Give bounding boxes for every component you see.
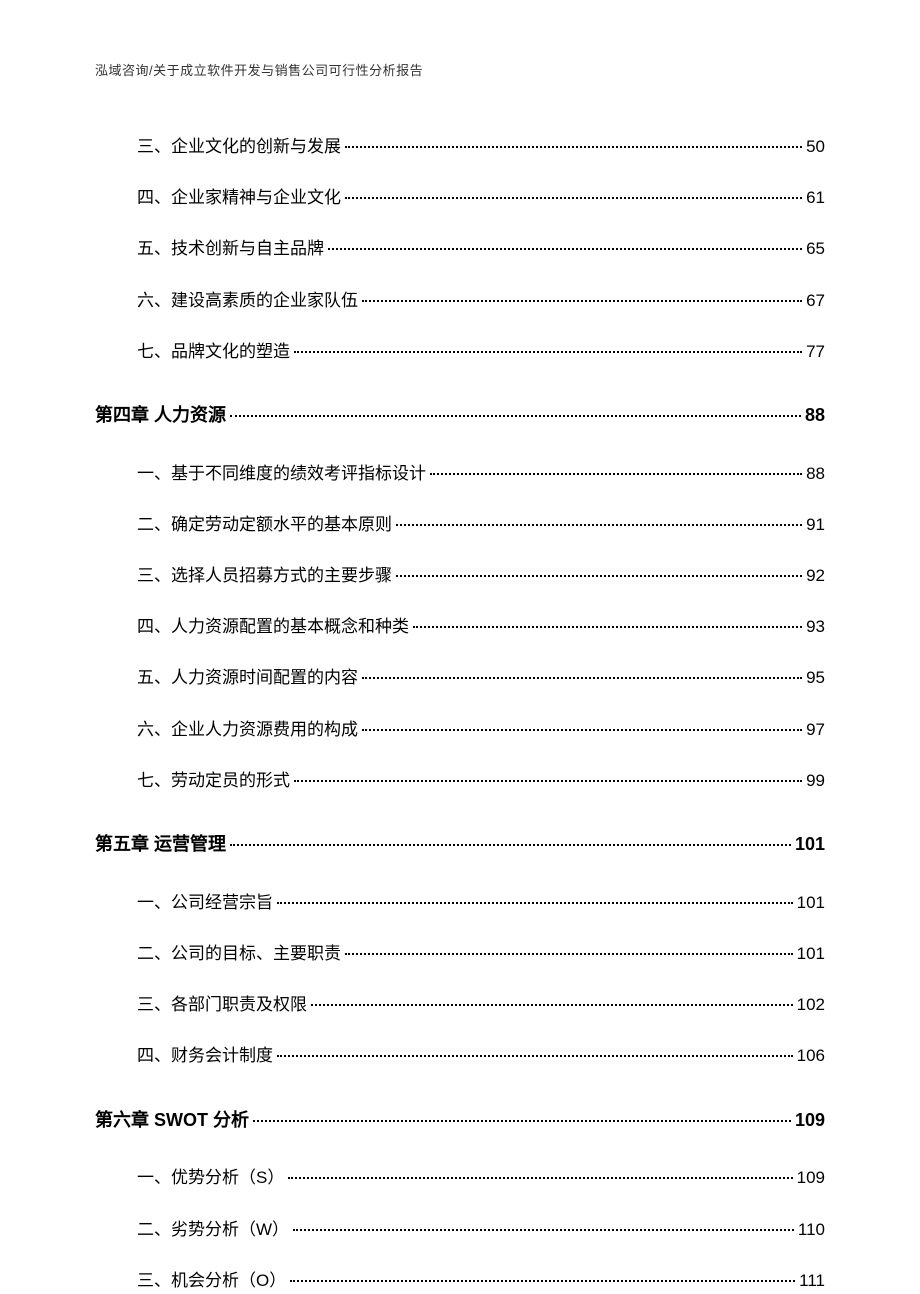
- toc-label: 三、各部门职责及权限: [95, 991, 307, 1018]
- toc-chapter: 第五章 运营管理 101: [95, 830, 825, 859]
- toc-page-number: 109: [797, 1164, 825, 1191]
- toc-page-number: 92: [806, 562, 825, 589]
- toc-leader-dots: [413, 626, 802, 628]
- toc-leader-dots: [294, 780, 802, 782]
- toc-item: 四、企业家精神与企业文化 61: [95, 184, 825, 211]
- toc-item: 六、企业人力资源费用的构成 97: [95, 716, 825, 743]
- toc-leader-dots: [345, 146, 802, 148]
- toc-leader-dots: [362, 729, 802, 731]
- toc-item: 七、品牌文化的塑造 77: [95, 338, 825, 365]
- toc-leader-dots: [294, 351, 802, 353]
- toc-page-number: 101: [797, 940, 825, 967]
- toc-label: 三、机会分析（O）: [95, 1267, 286, 1294]
- toc-label: 二、公司的目标、主要职责: [95, 940, 341, 967]
- toc-page-number: 93: [806, 613, 825, 640]
- toc-page-number: 106: [797, 1042, 825, 1069]
- toc-label: 一、公司经营宗旨: [95, 889, 273, 916]
- toc-label: 四、企业家精神与企业文化: [95, 184, 341, 211]
- toc-page-number: 97: [806, 716, 825, 743]
- toc-leader-dots: [396, 575, 802, 577]
- toc-label: 三、选择人员招募方式的主要步骤: [95, 562, 392, 589]
- toc-leader-dots: [277, 1055, 793, 1057]
- toc-item: 五、技术创新与自主品牌 65: [95, 235, 825, 262]
- toc-label: 七、品牌文化的塑造: [95, 338, 290, 365]
- toc-label: 五、人力资源时间配置的内容: [95, 664, 358, 691]
- toc-leader-dots: [288, 1177, 792, 1179]
- toc-item: 三、选择人员招募方式的主要步骤 92: [95, 562, 825, 589]
- toc-page-number: 61: [806, 184, 825, 211]
- toc-item: 三、各部门职责及权限 102: [95, 991, 825, 1018]
- toc-chapter: 第六章 SWOT 分析 109: [95, 1106, 825, 1135]
- toc-item: 四、财务会计制度 106: [95, 1042, 825, 1069]
- toc-item: 二、确定劳动定额水平的基本原则 91: [95, 511, 825, 538]
- toc-label: 六、建设高素质的企业家队伍: [95, 287, 358, 314]
- toc-item: 五、人力资源时间配置的内容 95: [95, 664, 825, 691]
- toc-label: 第五章 运营管理: [95, 830, 226, 859]
- toc-page-number: 109: [795, 1106, 825, 1135]
- toc-label: 一、优势分析（S）: [95, 1164, 284, 1191]
- toc-item: 七、劳动定员的形式 99: [95, 767, 825, 794]
- toc-leader-dots: [328, 248, 802, 250]
- toc-label: 二、确定劳动定额水平的基本原则: [95, 511, 392, 538]
- toc-item: 三、企业文化的创新与发展 50: [95, 133, 825, 160]
- toc-label: 第六章 SWOT 分析: [95, 1106, 249, 1135]
- toc-label: 一、基于不同维度的绩效考评指标设计: [95, 460, 426, 487]
- toc-leader-dots: [230, 844, 791, 846]
- toc-item: 一、优势分析（S） 109: [95, 1164, 825, 1191]
- toc-page-number: 88: [806, 460, 825, 487]
- toc-label: 六、企业人力资源费用的构成: [95, 716, 358, 743]
- toc-leader-dots: [230, 415, 801, 417]
- toc-leader-dots: [396, 524, 802, 526]
- toc-leader-dots: [253, 1120, 791, 1122]
- toc-leader-dots: [362, 677, 802, 679]
- toc-page-number: 95: [806, 664, 825, 691]
- toc-label: 四、财务会计制度: [95, 1042, 273, 1069]
- toc-page-number: 101: [795, 830, 825, 859]
- toc-page-number: 50: [806, 133, 825, 160]
- toc-page-number: 110: [798, 1216, 825, 1243]
- toc-item: 六、建设高素质的企业家队伍 67: [95, 287, 825, 314]
- toc-leader-dots: [345, 197, 802, 199]
- toc-label: 三、企业文化的创新与发展: [95, 133, 341, 160]
- toc-page-number: 65: [806, 235, 825, 262]
- toc-label: 七、劳动定员的形式: [95, 767, 290, 794]
- toc-page-number: 77: [806, 338, 825, 365]
- toc-page-number: 88: [805, 401, 825, 430]
- toc-leader-dots: [290, 1280, 795, 1282]
- toc-page-number: 91: [806, 511, 825, 538]
- toc-item: 二、公司的目标、主要职责 101: [95, 940, 825, 967]
- toc-label: 四、人力资源配置的基本概念和种类: [95, 613, 409, 640]
- toc-leader-dots: [277, 902, 793, 904]
- toc-leader-dots: [430, 473, 802, 475]
- toc-leader-dots: [293, 1229, 794, 1231]
- toc-item: 一、公司经营宗旨 101: [95, 889, 825, 916]
- toc-page-number: 111: [799, 1267, 825, 1294]
- toc-page-number: 101: [797, 889, 825, 916]
- toc-page-number: 99: [806, 767, 825, 794]
- toc-label: 二、劣势分析（W）: [95, 1216, 289, 1243]
- toc-item: 三、机会分析（O） 111: [95, 1267, 825, 1294]
- toc-item: 二、劣势分析（W） 110: [95, 1216, 825, 1243]
- toc-item: 一、基于不同维度的绩效考评指标设计 88: [95, 460, 825, 487]
- document-header: 泓域咨询/关于成立软件开发与销售公司可行性分析报告: [95, 60, 825, 79]
- toc-leader-dots: [362, 300, 802, 302]
- toc-page-number: 102: [797, 991, 825, 1018]
- toc-chapter: 第四章 人力资源 88: [95, 401, 825, 430]
- table-of-contents: 三、企业文化的创新与发展 50 四、企业家精神与企业文化 61 五、技术创新与自主品牌 6…: [95, 129, 825, 1294]
- toc-page-number: 67: [806, 287, 825, 314]
- toc-leader-dots: [311, 1004, 793, 1006]
- toc-item: 四、人力资源配置的基本概念和种类 93: [95, 613, 825, 640]
- toc-leader-dots: [345, 953, 793, 955]
- toc-label: 五、技术创新与自主品牌: [95, 235, 324, 262]
- toc-label: 第四章 人力资源: [95, 401, 226, 430]
